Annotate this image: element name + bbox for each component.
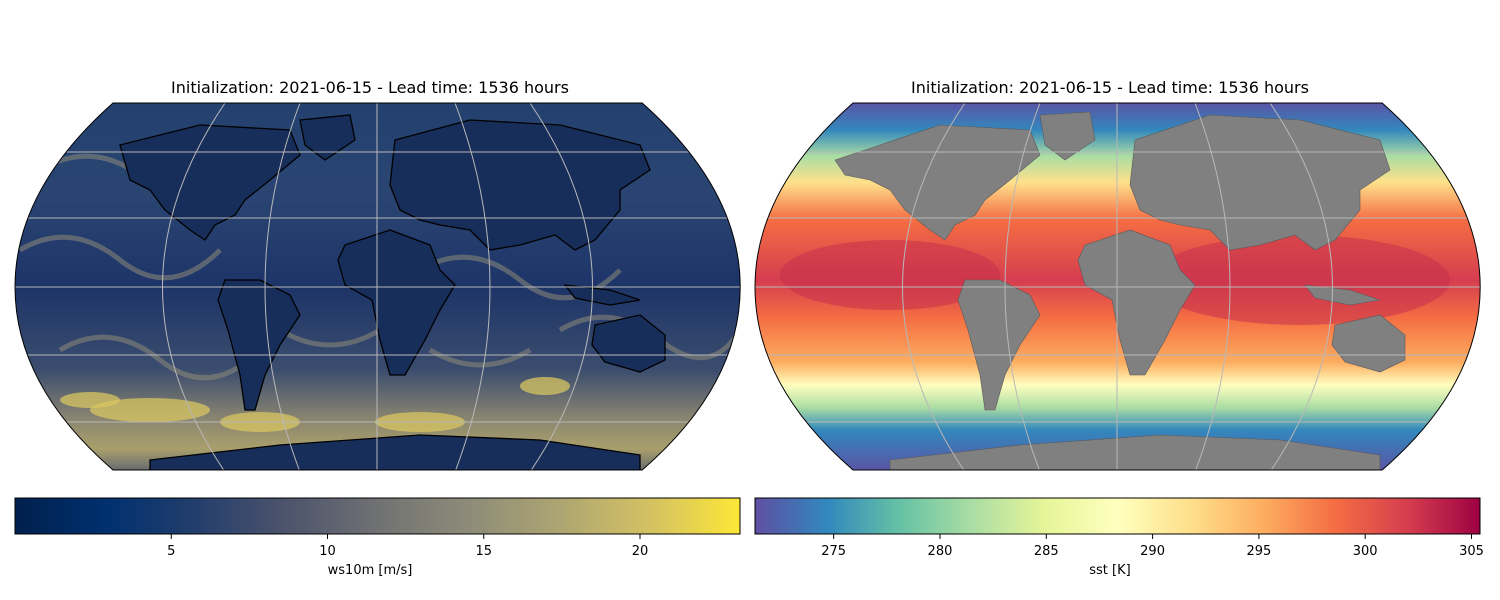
- greenland: [299, 114, 356, 161]
- south-america: [957, 279, 1041, 411]
- sst-tick-label: 300: [1353, 544, 1378, 559]
- wind-speed-map: [14, 102, 741, 471]
- graticule: [755, 103, 1480, 470]
- sst-tick-label: 290: [1140, 544, 1165, 559]
- land: [834, 111, 1406, 470]
- ws10m-tick-label: 15: [475, 544, 492, 559]
- sst-map: [754, 102, 1481, 471]
- antarctica: [149, 434, 641, 470]
- antarctica: [889, 434, 1381, 470]
- sst-colorbar-ticks: 275 280 285 290 295 300 305: [821, 534, 1484, 559]
- north-america: [834, 124, 1041, 241]
- colorbar-label-ws10m: ws10m [m/s]: [327, 563, 413, 578]
- sst-tick-label: 280: [928, 544, 953, 559]
- ws10m-colorbar: 5 10 15 20: [14, 497, 741, 559]
- sst-tick-label: 285: [1034, 544, 1059, 559]
- graticule: [15, 103, 740, 470]
- greenland: [1039, 111, 1096, 161]
- sst-panel: Initialization: 2021-06-15 - Lead time: …: [740, 0, 1484, 600]
- map-title-sst: Initialization: 2021-06-15 - Lead time: …: [911, 78, 1309, 97]
- sst-colorbar: 275 280 285 290 295 300 305: [754, 497, 1484, 559]
- south-america: [217, 279, 301, 411]
- sst-tick-label: 295: [1246, 544, 1271, 559]
- north-america: [119, 124, 301, 241]
- ws10m-tick-label: 10: [319, 544, 336, 559]
- ws10m-colorbar-ticks: 5 10 15 20: [167, 534, 648, 559]
- wind-speed-panel: Initialization: 2021-06-15 - Lead time: …: [0, 0, 741, 600]
- indonesia: [563, 284, 641, 306]
- australia: [1331, 314, 1406, 373]
- sst-tick-label: 305: [1459, 544, 1484, 559]
- indonesia: [1304, 284, 1381, 306]
- ws10m-tick-label: 20: [632, 544, 649, 559]
- warm-pool: [780, 235, 1450, 325]
- australia: [591, 314, 666, 373]
- map-title-ws10m: Initialization: 2021-06-15 - Lead time: …: [171, 78, 569, 97]
- colorbar-label-sst: sst [K]: [1089, 563, 1131, 578]
- sst-tick-label: 275: [821, 544, 846, 559]
- ws10m-tick-label: 5: [167, 544, 175, 559]
